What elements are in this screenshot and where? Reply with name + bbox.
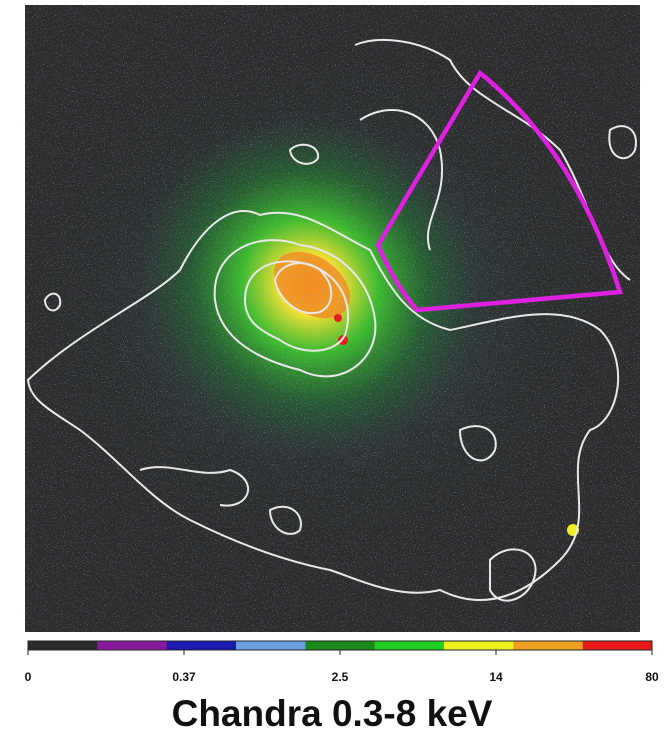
figure: 0 0.37 2.5 14 80 Chandra 0.3-8 keV [0,0,664,745]
colorbar: 0 0.37 2.5 14 80 [25,641,659,684]
colorbar-tick-label: 80 [645,670,659,684]
colorbar-segment [513,641,583,650]
colorbar-segment [97,641,167,650]
colorbar-segment [444,641,514,650]
colorbar-segment [375,641,445,650]
colorbar-tick-label: 14 [489,670,503,684]
page: 0 0.37 2.5 14 80 Chandra 0.3-8 keV [0,0,664,745]
caption: Chandra 0.3-8 keV [172,693,493,734]
colorbar-tick-label: 0.37 [172,670,196,684]
colorbar-tick-label: 0 [25,670,32,684]
colorbar-segment [583,641,653,650]
colorbar-tick-label: 2.5 [332,670,349,684]
colorbar-segment [305,641,375,650]
colorbar-segment [28,641,98,650]
x-ray-image [20,5,640,632]
colorbar-segment [236,641,306,650]
colorbar-segment [167,641,237,650]
